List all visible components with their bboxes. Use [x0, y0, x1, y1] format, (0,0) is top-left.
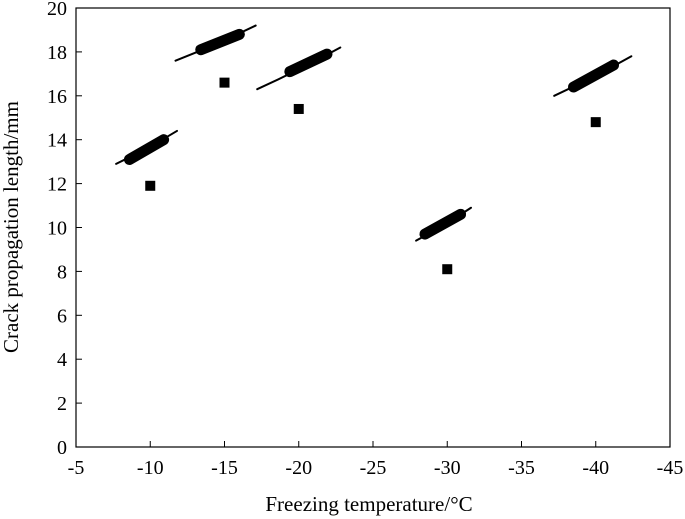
data-point-square	[219, 77, 230, 88]
y-tick-label: 18	[47, 42, 67, 64]
x-tick-label: -20	[285, 457, 312, 479]
data-point-square	[442, 264, 453, 275]
y-tick-label: 10	[47, 218, 67, 240]
x-tick-label: -25	[360, 457, 387, 479]
y-tick-label: 0	[57, 437, 67, 459]
x-tick-label: -15	[211, 457, 238, 479]
data-point-square	[145, 180, 156, 191]
plot-area	[75, 7, 671, 448]
x-axis-label: Freezing temperature/°C	[265, 492, 472, 516]
y-tick-label: 4	[57, 349, 67, 371]
x-tick-label: -30	[434, 457, 461, 479]
x-tick-label: -10	[137, 457, 164, 479]
x-tick-label: -35	[508, 457, 535, 479]
y-axis-ticks: 0 2 4 6 8 10 12 14 16 18 20	[47, 0, 82, 459]
data-points	[145, 77, 601, 275]
x-tick-label: -45	[657, 457, 684, 479]
data-point-square	[590, 117, 601, 128]
data-point-square	[293, 103, 304, 114]
crack-band	[567, 59, 620, 93]
y-tick-label: 8	[57, 261, 67, 283]
y-tick-label: 14	[47, 130, 67, 152]
crack-band	[284, 48, 333, 78]
x-axis-ticks: -5 -10 -15 -20 -25 -30 -35 -40 -45	[68, 441, 684, 479]
crack-band	[195, 28, 245, 56]
y-tick-label: 16	[47, 86, 67, 108]
crack-band	[123, 134, 170, 165]
y-tick-label: 2	[57, 393, 67, 415]
y-axis-label: Crack propagation length/mm	[0, 101, 23, 353]
y-tick-label: 20	[47, 0, 67, 20]
y-tick-label: 12	[47, 174, 67, 196]
crack-glyphs	[115, 24, 633, 242]
x-tick-label: -5	[68, 457, 85, 479]
crack-band	[419, 208, 467, 240]
x-tick-label: -40	[582, 457, 609, 479]
y-tick-label: 6	[57, 305, 67, 327]
